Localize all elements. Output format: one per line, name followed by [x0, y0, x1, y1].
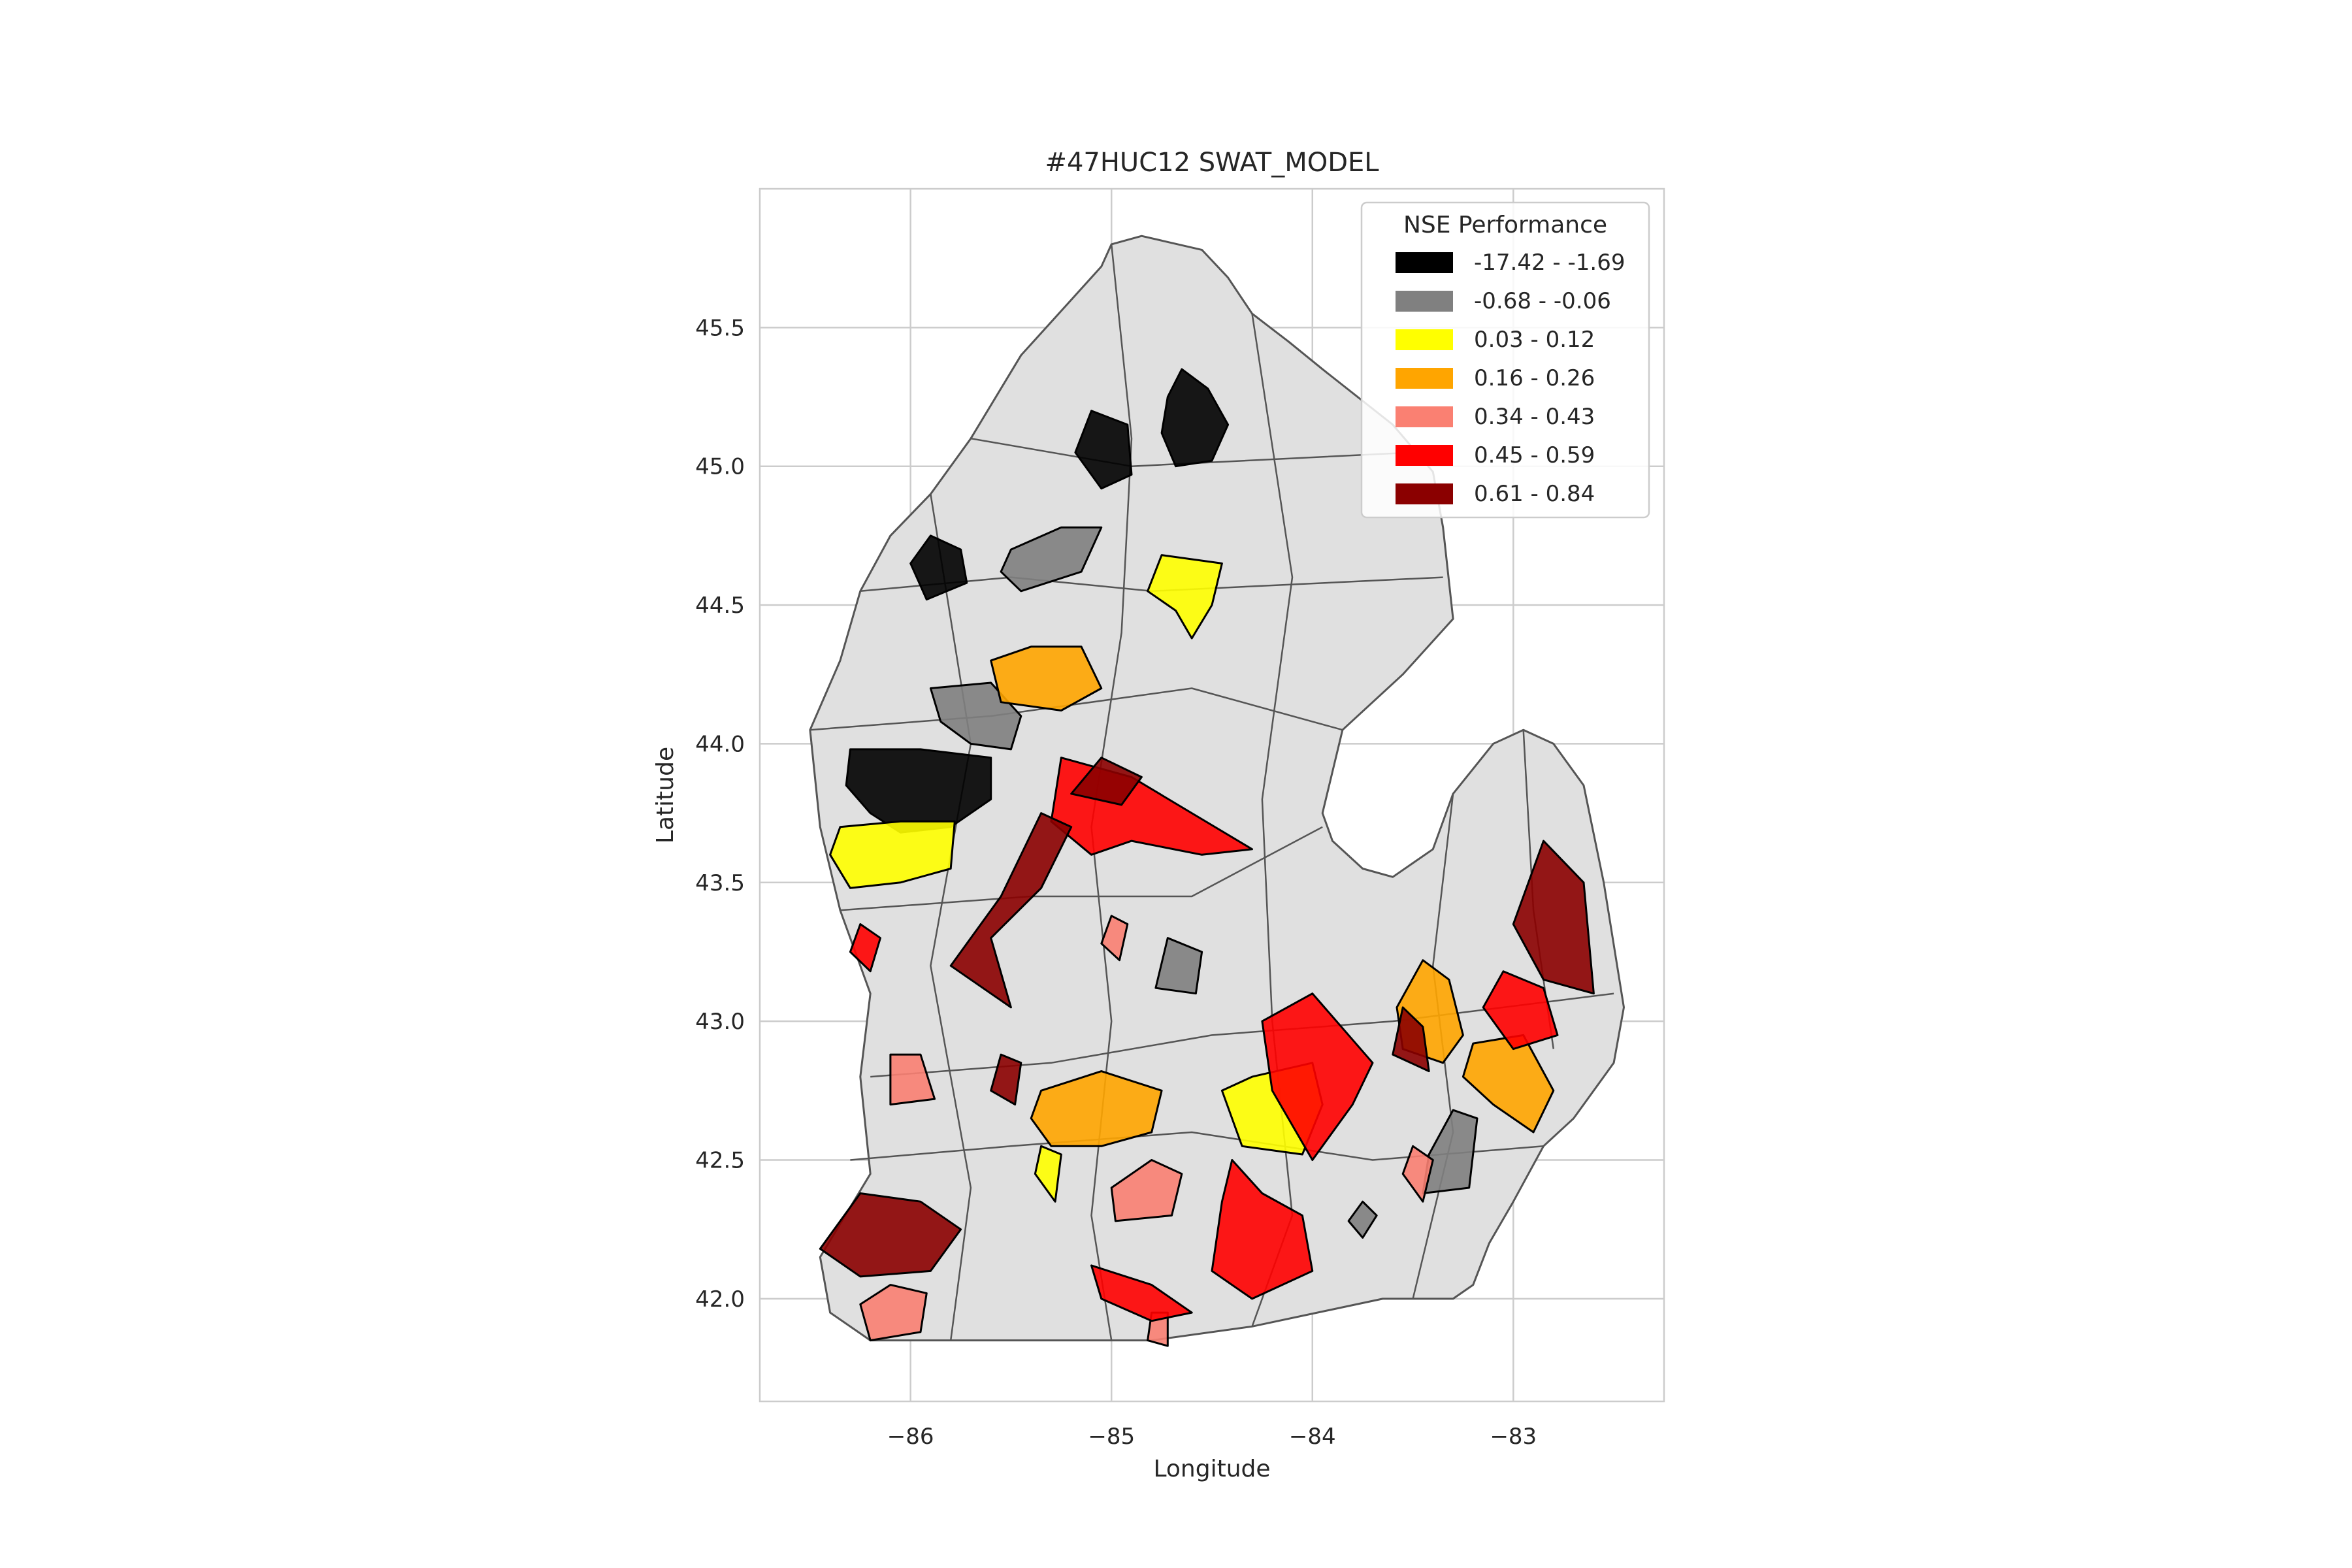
watershed-polygon[interactable] — [1074, 410, 1133, 490]
legend-swatch — [1396, 368, 1453, 389]
legend-box — [1360, 201, 1650, 519]
watershed-polygon[interactable] — [909, 534, 968, 601]
watershed-polygon[interactable] — [1512, 840, 1595, 995]
y-tick-labels: 42.0 42.5 43.0 43.5 44.0 44.5 45.0 45.5 — [695, 315, 745, 1312]
watershed-polygon[interactable] — [1147, 554, 1223, 640]
watershed-polygon[interactable] — [949, 812, 1073, 1009]
y-tick-label: 42.0 — [695, 1286, 745, 1313]
watershed-polygon[interactable] — [1211, 1159, 1314, 1300]
watershed-polygon[interactable] — [1160, 368, 1230, 468]
legend-title: NSE Performance — [1403, 212, 1607, 238]
watershed-polygon[interactable] — [889, 1053, 936, 1106]
subbasin-boundary — [930, 494, 972, 1341]
legend-swatch — [1396, 252, 1453, 273]
watershed-layer — [819, 368, 1595, 1347]
y-tick-label: 44.0 — [695, 731, 745, 757]
map-title: #47HUC12 SWAT_MODEL — [1045, 148, 1379, 178]
x-tick-label: −86 — [887, 1424, 934, 1450]
watershed-polygon[interactable] — [990, 1053, 1022, 1106]
legend-swatch — [1396, 291, 1453, 312]
watershed-polygon[interactable] — [1030, 1070, 1163, 1147]
legend-label: 0.34 - 0.43 — [1474, 404, 1595, 430]
legend-label: 0.45 - 0.59 — [1474, 442, 1595, 468]
watershed-polygon[interactable] — [1154, 937, 1203, 995]
legend-label: 0.03 - 0.12 — [1474, 327, 1595, 353]
y-tick-label: 44.5 — [695, 593, 745, 619]
legend-swatch — [1396, 406, 1453, 427]
legend-swatch — [1396, 483, 1453, 504]
watershed-polygon[interactable] — [1090, 1264, 1193, 1322]
watershed-polygon[interactable] — [1482, 970, 1559, 1051]
watershed-polygon[interactable] — [849, 923, 881, 973]
watershed-polygon[interactable] — [819, 1192, 962, 1278]
x-tick-label: −84 — [1289, 1424, 1336, 1450]
legend-label: 0.61 - 0.84 — [1474, 481, 1595, 507]
y-tick-label: 45.5 — [695, 315, 745, 341]
watershed-polygon[interactable] — [1100, 915, 1129, 962]
legend-label: -0.68 - -0.06 — [1474, 288, 1611, 314]
x-tick-labels: −86 −85 −84 −83 — [887, 1424, 1537, 1450]
y-tick-label: 43.0 — [695, 1009, 745, 1035]
x-axis-label: Longitude — [1153, 1456, 1270, 1482]
legend-swatch — [1396, 445, 1453, 466]
legend-swatch — [1396, 329, 1453, 350]
y-axis-label: Latitude — [652, 747, 679, 843]
watershed-polygon[interactable] — [829, 820, 956, 889]
legend-entries: -17.42 - -1.69 -0.68 - -0.06 0.03 - 0.12 0.… — [1396, 250, 1625, 507]
watershed-polygon[interactable] — [1392, 1006, 1430, 1073]
watershed-polygon[interactable] — [859, 1284, 928, 1342]
y-tick-label: 43.5 — [695, 870, 745, 896]
watershed-polygon[interactable] — [1422, 1109, 1478, 1194]
watershed-polygon[interactable] — [1070, 757, 1143, 806]
y-tick-label: 42.5 — [695, 1147, 745, 1173]
watershed-polygon[interactable] — [1261, 992, 1374, 1161]
watershed-polygon[interactable] — [1110, 1159, 1183, 1222]
y-tick-label: 45.0 — [695, 454, 745, 480]
watershed-polygon[interactable] — [1000, 526, 1103, 593]
legend-label: -17.42 - -1.69 — [1474, 250, 1625, 276]
x-tick-label: −83 — [1490, 1424, 1537, 1450]
legend-label: 0.16 - 0.26 — [1474, 365, 1595, 391]
legend: NSE Performance -17.42 - -1.69 -0.68 - -0… — [1360, 201, 1650, 519]
watershed-polygon[interactable] — [929, 681, 1022, 751]
watershed-polygon[interactable] — [1034, 1145, 1062, 1203]
watershed-polygon[interactable] — [1347, 1200, 1378, 1239]
watershed-polygon[interactable] — [1401, 1145, 1434, 1203]
plot-frame — [759, 188, 1665, 1403]
subbasin-boundary — [809, 687, 1343, 731]
subbasin-boundary — [840, 826, 1323, 911]
watershed-polygon[interactable] — [990, 645, 1103, 711]
subbasin-boundary — [870, 992, 1614, 1078]
x-tick-label: −85 — [1088, 1424, 1135, 1450]
